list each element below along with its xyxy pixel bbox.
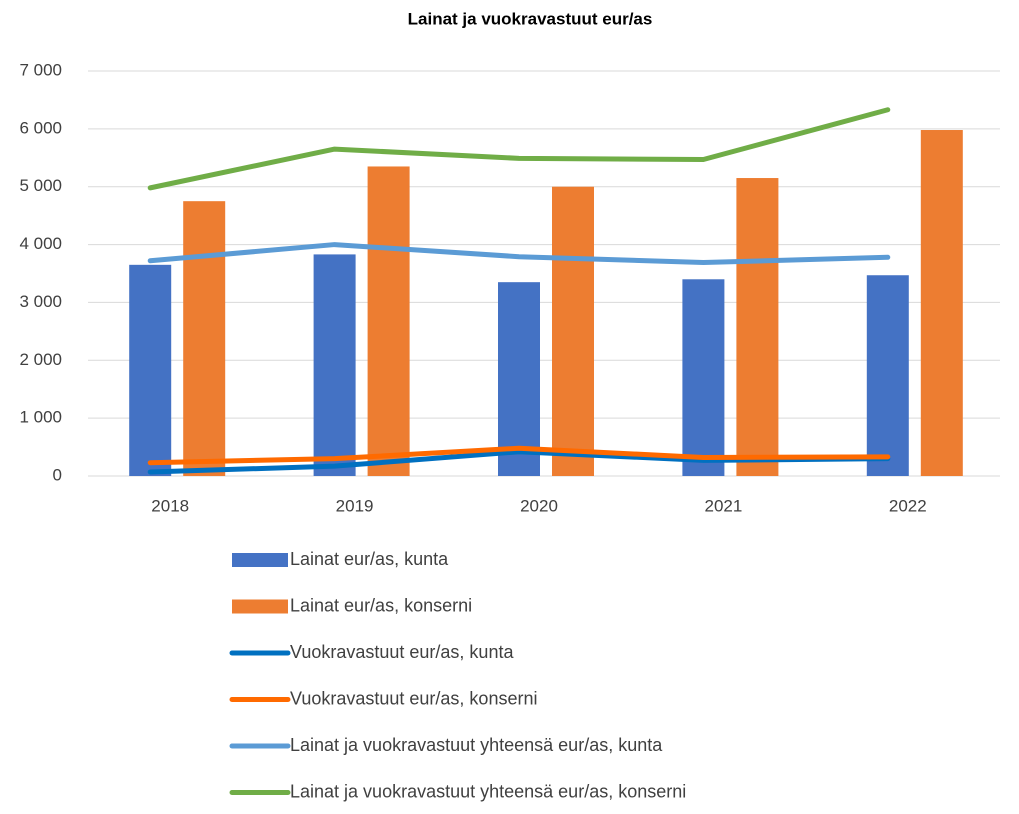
bar	[129, 264, 172, 476]
y-tick-label: 1 000	[19, 408, 62, 427]
line	[147, 242, 891, 266]
bar	[736, 178, 779, 477]
legend-label: Vuokravastuut eur/as, konserni	[290, 688, 537, 708]
bar	[183, 201, 226, 476]
bar	[682, 279, 725, 476]
legend-swatch	[232, 553, 288, 567]
legend-label: Lainat eur/as, kunta	[290, 549, 449, 569]
y-tick-label: 5 000	[19, 176, 62, 195]
bar	[367, 166, 410, 476]
y-tick-label: 3 000	[19, 292, 62, 311]
bar	[866, 275, 909, 476]
bar	[552, 186, 594, 476]
y-tick-label: 4 000	[19, 234, 62, 253]
y-tick-label: 6 000	[19, 118, 62, 137]
legend-label: Lainat ja vuokravastuut yhteensä eur/as,…	[290, 735, 663, 755]
bar	[920, 130, 963, 476]
y-tick-label: 2 000	[19, 350, 62, 369]
line	[147, 445, 891, 466]
y-tick-label: 0	[53, 465, 62, 484]
bar	[313, 254, 356, 476]
x-tick-label: 2018	[151, 496, 189, 515]
legend-swatch	[232, 599, 288, 614]
line	[147, 449, 891, 475]
x-tick-label: 2022	[889, 496, 927, 515]
line	[147, 107, 891, 191]
legend-label: Vuokravastuut eur/as, kunta	[290, 642, 514, 662]
legend-label: Lainat ja vuokravastuut yhteensä eur/as,…	[290, 781, 686, 801]
y-tick-label: 7 000	[19, 60, 62, 79]
bar	[498, 282, 540, 476]
x-tick-label: 2019	[336, 496, 374, 515]
chart-title: Lainat ja vuokravastuut eur/as	[408, 9, 653, 28]
legend-label: Lainat eur/as, konserni	[290, 595, 472, 615]
x-tick-label: 2020	[520, 496, 558, 515]
x-tick-label: 2021	[704, 496, 742, 515]
